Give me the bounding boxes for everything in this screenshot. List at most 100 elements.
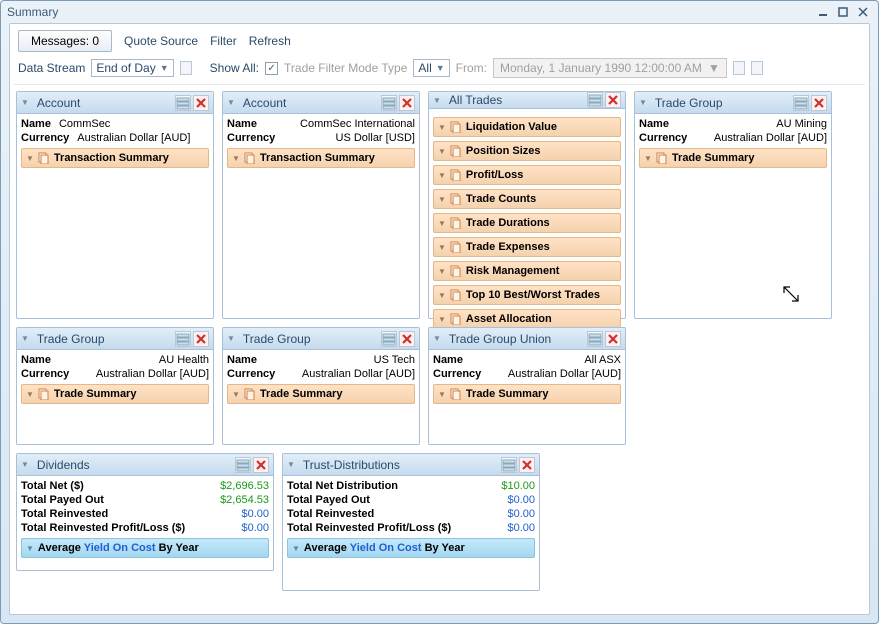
- chevron-down-icon: ▼: [438, 267, 446, 276]
- report-item[interactable]: ▼Trade Summary: [21, 384, 209, 404]
- panel-close-button[interactable]: [519, 457, 535, 473]
- report-item[interactable]: ▼Asset Allocation: [433, 309, 621, 329]
- panel-close-button[interactable]: [811, 95, 827, 111]
- report-item[interactable]: ▼Liquidation Value: [433, 117, 621, 137]
- close-button[interactable]: [854, 5, 872, 19]
- panel-title: Trade Group: [655, 96, 793, 110]
- report-item-label: Asset Allocation: [466, 313, 552, 325]
- report-item[interactable]: ▼Risk Management: [433, 261, 621, 281]
- report-item[interactable]: ▼ Position Sizes: [433, 141, 621, 161]
- panel-header[interactable]: ▼Account: [223, 92, 419, 114]
- report-item-label: Average Yield On Cost By Year: [304, 542, 465, 554]
- report-item[interactable]: ▼Trade Summary: [433, 384, 621, 404]
- report-item[interactable]: ▼Trade Counts: [433, 189, 621, 209]
- document-icon: [450, 145, 462, 157]
- panel-body: NameUS TechCurrencyAustralian Dollar [AU…: [223, 350, 419, 408]
- report-item[interactable]: ▼Trade Summary: [227, 384, 415, 404]
- data-stream-label: Data Stream: [18, 61, 85, 75]
- panel-title: Trust-Distributions: [303, 458, 501, 472]
- field-label: Currency: [433, 368, 481, 380]
- from-date-field[interactable]: Monday, 1 January 1990 12:00:00 AM ▼: [493, 58, 727, 78]
- panel-close-button[interactable]: [193, 331, 209, 347]
- report-item[interactable]: ▼Average Yield On Cost By Year: [21, 538, 269, 558]
- document-icon: [38, 152, 50, 164]
- field-value: Australian Dollar [AUD]: [508, 368, 621, 380]
- collapse-icon: ▼: [433, 334, 441, 343]
- panel-alltrades: ▼All Trades ▼Liquidation Value ▼ Position S…: [428, 91, 626, 319]
- stat-row: Total Reinvested$0.00: [21, 508, 269, 520]
- stat-row: Total Payed Out$0.00: [287, 494, 535, 506]
- panel-header[interactable]: ▼Trade Group: [17, 328, 213, 350]
- panel-body: NameCommSec InternationalCurrencyUS Doll…: [223, 114, 419, 172]
- field-row: NameAU Mining: [639, 118, 827, 130]
- messages-button[interactable]: Messages: 0: [18, 30, 112, 52]
- panel-options-button[interactable]: [587, 92, 603, 108]
- report-item-label: Trade Expenses: [466, 241, 550, 253]
- panel-options-button[interactable]: [235, 457, 251, 473]
- panel-options-button[interactable]: [381, 331, 397, 347]
- chevron-down-icon: ▼: [438, 147, 446, 156]
- panel-header[interactable]: ▼All Trades: [429, 92, 625, 109]
- panel-close-button[interactable]: [193, 95, 209, 111]
- panel-header[interactable]: ▼Trade Group: [635, 92, 831, 114]
- report-item[interactable]: ▼Top 10 Best/Worst Trades: [433, 285, 621, 305]
- report-item[interactable]: ▼Trade Expenses: [433, 237, 621, 257]
- report-item[interactable]: ▼Trade Durations: [433, 213, 621, 233]
- stat-value: $0.00: [241, 508, 269, 520]
- from-extra-button[interactable]: [733, 61, 745, 75]
- stat-label: Total Net ($): [21, 480, 84, 492]
- document-icon: [450, 241, 462, 253]
- refresh-button[interactable]: Refresh: [249, 34, 291, 48]
- panel-header[interactable]: ▼Account: [17, 92, 213, 114]
- report-item[interactable]: ▼Profit/Loss: [433, 165, 621, 185]
- document-icon: [450, 289, 462, 301]
- panel-close-button[interactable]: [605, 331, 621, 347]
- stat-row: Total Payed Out$2,654.53: [21, 494, 269, 506]
- show-all-checkbox[interactable]: ✓: [265, 62, 278, 75]
- report-item-label: Trade Summary: [672, 152, 755, 164]
- panel-options-button[interactable]: [381, 95, 397, 111]
- panel-close-button[interactable]: [399, 331, 415, 347]
- report-item[interactable]: ▼Transaction Summary: [227, 148, 415, 168]
- panel-tg-health: ▼Trade GroupNameAU HealthCurrencyAustral…: [16, 327, 214, 445]
- panel-body: Total Net Distribution$10.00Total Payed …: [283, 476, 539, 562]
- panel-options-button[interactable]: [587, 331, 603, 347]
- quote-source-menu[interactable]: Quote Source: [124, 34, 198, 48]
- stat-value: $10.00: [501, 480, 535, 492]
- titlebar[interactable]: Summary: [1, 1, 878, 23]
- panel-body: NameCommSecCurrencyAustralian Dollar [AU…: [17, 114, 213, 172]
- stat-label: Total Reinvested Profit/Loss ($): [21, 522, 185, 534]
- report-item-label: Position Sizes: [466, 145, 541, 157]
- report-item[interactable]: ▼Transaction Summary: [21, 148, 209, 168]
- panel-close-button[interactable]: [605, 92, 621, 108]
- panel-header[interactable]: ▼Trade Group: [223, 328, 419, 350]
- panel-dividends: ▼DividendsTotal Net ($)$2,696.53Total Pa…: [16, 453, 274, 571]
- data-stream-extra-button[interactable]: [180, 61, 192, 75]
- toolbar-overflow-button[interactable]: [751, 61, 763, 75]
- field-row: CurrencyAustralian Dollar [AUD]: [639, 132, 827, 144]
- panel-options-button[interactable]: [175, 331, 191, 347]
- panel-header[interactable]: ▼Trust-Distributions: [283, 454, 539, 476]
- report-item-label: Trade Summary: [54, 388, 137, 400]
- data-stream-select[interactable]: End of Day ▼: [91, 59, 173, 77]
- filter-mode-select[interactable]: All ▼: [413, 59, 449, 77]
- field-row: CurrencyAustralian Dollar [AUD]: [21, 368, 209, 380]
- field-value: AU Mining: [776, 118, 827, 130]
- panel-header[interactable]: ▼Trade Group Union: [429, 328, 625, 350]
- maximize-button[interactable]: [834, 5, 852, 19]
- panel-acct1: ▼AccountNameCommSecCurrencyAustralian Do…: [16, 91, 214, 319]
- report-item[interactable]: ▼Average Yield On Cost By Year: [287, 538, 535, 558]
- filter-menu[interactable]: Filter: [210, 34, 237, 48]
- minimize-button[interactable]: [814, 5, 832, 19]
- chevron-down-icon: ▼: [438, 171, 446, 180]
- panel-options-button[interactable]: [175, 95, 191, 111]
- panel-close-button[interactable]: [253, 457, 269, 473]
- chevron-down-icon: ▼: [438, 390, 446, 399]
- panel-options-button[interactable]: [793, 95, 809, 111]
- panel-options-button[interactable]: [501, 457, 517, 473]
- panel-close-button[interactable]: [399, 95, 415, 111]
- field-label: Name: [227, 354, 257, 366]
- panel-body: NameAU Mining CurrencyAustralian Dollar […: [635, 114, 831, 172]
- panel-header[interactable]: ▼Dividends: [17, 454, 273, 476]
- report-item[interactable]: ▼Trade Summary: [639, 148, 827, 168]
